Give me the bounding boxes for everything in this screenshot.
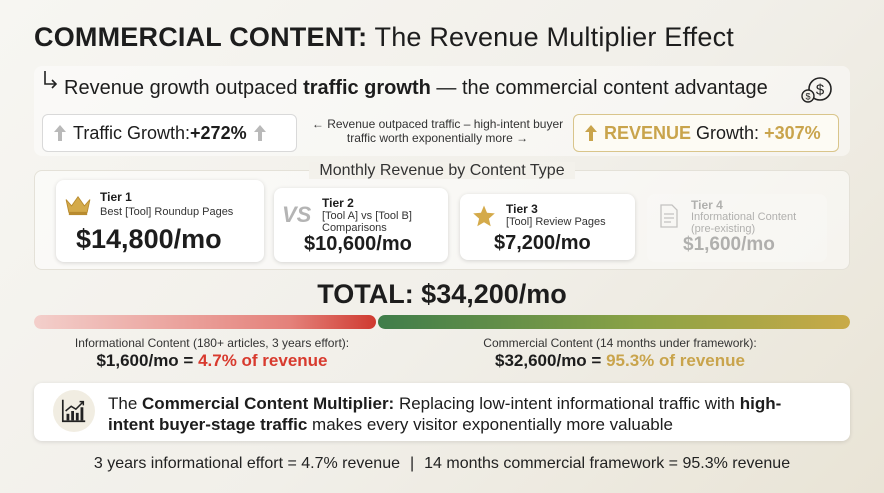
footer-right: 14 months commercial framework = 95.3% r… — [424, 455, 791, 472]
tier-desc: [Tool] Review Pages — [506, 216, 606, 228]
up-arrow-icon — [54, 125, 66, 141]
comparison-note: ← Revenue outpaced traffic – high-intent… — [305, 117, 570, 145]
revenue-split-bar — [34, 315, 850, 329]
callout-part: Replacing low-intent informational traff… — [394, 394, 740, 413]
vs-icon: VS — [282, 202, 312, 227]
up-arrow-icon — [585, 125, 597, 141]
tier-amount: $10,600/mo — [304, 233, 412, 255]
title-bold: COMMERCIAL CONTENT: — [34, 22, 368, 52]
tier-name: Tier 3 — [506, 202, 538, 216]
money-cycle-icon: $ $ — [801, 77, 832, 103]
tier-name: Tier 4 — [691, 198, 723, 212]
commercial-segment — [378, 315, 850, 329]
page-title: COMMERCIAL CONTENT: The Revenue Multipli… — [34, 22, 734, 53]
traffic-growth-label: Traffic Growth: — [73, 122, 191, 143]
total-revenue: TOTAL: $34,200/mo — [317, 279, 567, 309]
callout-bold: high-intent buyer-stage traffic — [108, 394, 782, 434]
comparison-note-text: Revenue outpaced traffic – high-intent b… — [327, 117, 564, 145]
tier-card-2: VS Tier 2 [Tool A] vs [Tool B] Compariso… — [274, 188, 448, 262]
chart-growth-icon — [61, 399, 86, 423]
headline: Revenue growth outpaced traffic growth —… — [64, 77, 768, 100]
title-rest: The Revenue Multiplier Effect — [367, 22, 734, 52]
commercial-amount: $32,600/mo = — [495, 351, 607, 370]
turn-arrow-icon — [44, 71, 58, 89]
footer-separator: | — [410, 455, 415, 472]
headline-bold: traffic growth — [303, 77, 431, 99]
revenue-growth-value: +307% — [764, 122, 821, 143]
up-arrow-icon — [253, 125, 266, 141]
svg-text:$: $ — [816, 82, 825, 99]
informational-percent: 4.7% of revenue — [198, 351, 328, 370]
footer-summary: 3 years informational effort = 4.7% reve… — [0, 455, 884, 473]
tier-card-3: Tier 3 [Tool] Review Pages $7,200/mo — [460, 194, 635, 260]
traffic-growth-box: Traffic Growth: +272% — [42, 114, 297, 152]
tier-heading: Monthly Revenue by Content Type — [34, 162, 850, 180]
tier-heading-text: Monthly Revenue by Content Type — [309, 162, 575, 179]
tier-desc: Informational Content (pre-existing) — [691, 211, 797, 235]
tier-card-4: Tier 4 Informational Content (pre-existi… — [647, 194, 827, 262]
tier-amount: $7,200/mo — [494, 232, 591, 254]
headline-post: — the commercial content advantage — [430, 77, 768, 99]
tier-name: Tier 2 — [322, 196, 354, 210]
left-arrow-icon: ← — [311, 117, 324, 131]
callout-icon-circle — [53, 390, 95, 432]
star-icon — [473, 205, 495, 227]
traffic-growth-value: +272% — [190, 122, 247, 143]
informational-amount: $1,600/mo = — [96, 351, 199, 370]
revenue-word: REVENUE — [604, 122, 692, 143]
svg-text:$: $ — [805, 92, 810, 102]
callout-part: The — [108, 394, 143, 413]
callout-text: The Commercial Content Multiplier: Repla… — [108, 393, 808, 435]
informational-segment — [34, 315, 376, 329]
tier-card-1: Tier 1 Best [Tool] Roundup Pages $14,800… — [56, 180, 264, 262]
tier-name: Tier 1 — [100, 190, 132, 204]
callout-bold: Commercial Content Multiplier: — [142, 394, 395, 413]
revenue-growth-label: Growth: — [691, 122, 765, 143]
tier-amount: $1,600/mo — [683, 234, 775, 255]
crown-icon — [65, 195, 91, 216]
footer-left: 3 years informational effort = 4.7% reve… — [93, 455, 400, 472]
tier-desc: [Tool A] vs [Tool B] Comparisons — [322, 210, 412, 234]
commercial-label: Commercial Content (14 months under fram… — [483, 336, 757, 350]
callout-part: makes every visitor exponentially more v… — [307, 415, 673, 434]
right-arrow-icon: → — [516, 131, 529, 145]
headline-pre: Revenue growth outpaced — [64, 77, 304, 99]
commercial-percent: 95.3% of revenue — [606, 351, 745, 370]
tier-amount: $14,800/mo — [76, 224, 222, 254]
document-icon — [660, 204, 678, 228]
commercial-value: $32,600/mo = 95.3% of revenue — [455, 351, 785, 371]
informational-label: Informational Content (180+ articles, 3 … — [74, 336, 350, 350]
informational-value: $1,600/mo = 4.7% of revenue — [52, 351, 372, 371]
revenue-growth-box: REVENUE Growth: +307% — [573, 114, 839, 152]
multiplier-callout — [34, 383, 850, 441]
tier-desc: Best [Tool] Roundup Pages — [100, 206, 234, 218]
